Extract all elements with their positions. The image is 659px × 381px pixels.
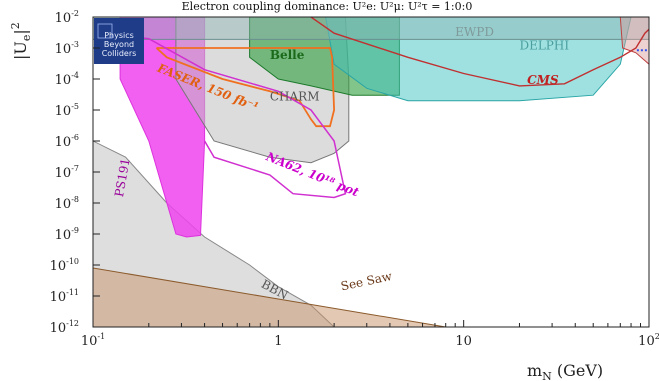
y-tick-label: 10-8	[55, 195, 79, 212]
x-tick-label: 102	[638, 332, 659, 349]
label-belle: Belle	[270, 48, 305, 62]
logo-text-line: Colliders	[102, 49, 137, 58]
y-tick-label: 10-5	[55, 102, 79, 119]
label-ps191: PS191	[112, 157, 133, 198]
chart-title: Electron coupling dominance: U²e: U²μ: U…	[182, 0, 473, 13]
label-ewpd: EWPD	[455, 25, 494, 39]
y-tick-label: 10-11	[50, 288, 79, 305]
logo-box	[94, 18, 144, 64]
y-tick-label: 10-12	[50, 319, 79, 336]
curve-na62-10-pot	[120, 34, 347, 199]
y-tick-label: 10-6	[55, 133, 79, 150]
label-charm: CHARM	[270, 90, 320, 104]
label-cms: CMS	[527, 73, 559, 87]
y-axis-title: |Ue|2	[9, 22, 33, 60]
region-cms-upper	[619, 17, 649, 65]
x-tick-label: 10-1	[81, 332, 105, 349]
logo-text-line: Physics	[104, 31, 134, 40]
axis-ticks: 10-1 1 10 10210-210-310-410-510-610-710-810…	[50, 9, 659, 349]
y-tick-label: 10-4	[55, 71, 79, 88]
y-tick-label: 10-9	[55, 226, 79, 243]
region-ewpd	[93, 17, 649, 40]
y-tick-label: 10-10	[50, 257, 79, 274]
sensitivity-curves	[120, 17, 649, 199]
label-delphi: DELPHI	[519, 38, 569, 52]
logo-text-line: Beyond	[104, 40, 134, 49]
x-tick-label: 10	[455, 334, 472, 349]
y-tick-label: 10-3	[55, 40, 79, 57]
region-delphi	[325, 17, 632, 102]
curve-cms	[310, 17, 649, 87]
curve-faser-150-fb	[155, 47, 336, 128]
x-axis-title: mN (GeV)	[527, 361, 603, 381]
label-see-saw: See Saw	[340, 269, 394, 294]
y-tick-label: 10-7	[55, 164, 79, 181]
y-tick-label: 10-2	[55, 9, 79, 26]
region-see-saw	[93, 267, 649, 327]
x-tick-label: 1	[274, 334, 282, 349]
logo-accent	[97, 23, 113, 39]
